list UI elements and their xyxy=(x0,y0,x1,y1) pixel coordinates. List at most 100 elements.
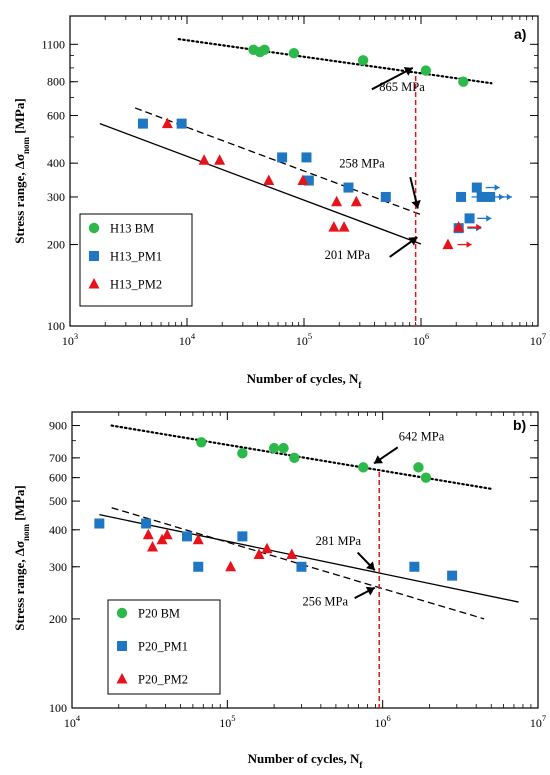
data-point xyxy=(357,55,369,66)
annotation-label: 865 MPa xyxy=(379,80,425,94)
annotation: 865 MPa xyxy=(371,67,425,94)
y-axis-title: Stress range, Δσnom [MPa] xyxy=(12,485,31,630)
y-tick-label: 100 xyxy=(47,319,65,333)
annotation-arrowhead xyxy=(366,561,375,571)
data-point xyxy=(303,175,314,186)
y-tick-label: 200 xyxy=(49,612,67,626)
annotation-arrowhead xyxy=(403,67,413,76)
annotation: 258 MPa xyxy=(339,157,421,209)
y-tick-label: 400 xyxy=(49,523,67,537)
data-point xyxy=(447,570,458,581)
data-point xyxy=(297,174,309,186)
data-point xyxy=(296,561,307,572)
data-point xyxy=(182,531,193,542)
y-tick-label: 900 xyxy=(49,419,67,433)
y-tick-label: 800 xyxy=(47,75,65,89)
y-axis: 100 200 300 400 500 600 700 900 xyxy=(49,419,538,715)
runout-arrowhead xyxy=(506,193,512,201)
legend-label: H13_PM2 xyxy=(110,278,162,292)
x-tick-label: 105 xyxy=(219,713,235,730)
data-point xyxy=(161,528,173,540)
data-point xyxy=(301,152,312,163)
x-tick-label: 107 xyxy=(530,331,546,348)
data-point xyxy=(141,518,152,529)
y-tick-label: 200 xyxy=(47,238,65,252)
legend-label: P20_PM2 xyxy=(138,673,188,687)
legend-marker xyxy=(88,222,100,234)
data-point xyxy=(192,533,204,545)
fit-line-p20-pm2 xyxy=(111,507,485,620)
y-tick-label: 700 xyxy=(49,451,67,465)
data-point xyxy=(261,542,273,554)
data-point xyxy=(413,462,424,473)
x-tick-label: 107 xyxy=(530,713,546,730)
data-point xyxy=(278,442,289,454)
annotation-label: 201 MPa xyxy=(325,248,371,262)
y-tick-label: 400 xyxy=(47,156,65,170)
data-point xyxy=(288,47,300,59)
annotation: 256 MPa xyxy=(303,586,376,608)
data-point xyxy=(338,221,350,232)
runout-arrowhead xyxy=(494,184,500,191)
data-point xyxy=(289,452,300,464)
x-tick-label: 106 xyxy=(375,713,391,730)
fit-line-p20-pm1 xyxy=(99,514,519,603)
data-point xyxy=(458,76,469,87)
data-point xyxy=(358,462,369,473)
data-point xyxy=(214,154,226,165)
data-point xyxy=(94,518,105,529)
runout-arrowhead xyxy=(486,215,492,222)
y-tick-label: 100 xyxy=(49,701,67,715)
annotation-arrowhead xyxy=(411,199,421,209)
legend-label: P20_PM1 xyxy=(138,640,188,654)
y-axis-title: Stress range, Δσnom [MPa] xyxy=(12,98,31,243)
data-point xyxy=(456,191,467,202)
x-tick-label: 106 xyxy=(413,331,429,348)
y-tick-label: 500 xyxy=(49,494,67,508)
series-p20-bm xyxy=(196,437,432,483)
data-point xyxy=(147,540,159,552)
data-point xyxy=(253,548,265,560)
annotation: 201 MPa xyxy=(325,236,418,262)
legend-marker xyxy=(89,251,99,261)
chart-panel-b: 104 105 106 107 100 200 300 400 500 600 700 900 642 … xyxy=(12,411,546,770)
fit-line-h13-pm2 xyxy=(99,123,422,245)
y-tick-label: 300 xyxy=(49,560,67,574)
annotation: 642 MPa xyxy=(373,430,445,465)
data-point xyxy=(268,442,280,454)
y-tick-label: 1100 xyxy=(41,37,65,51)
legend-marker xyxy=(117,641,127,651)
x-tick-label: 103 xyxy=(62,331,78,348)
y-axis: 100 200 300 400 600 800 1100 xyxy=(41,37,538,333)
y-tick-label: 600 xyxy=(49,471,67,485)
data-point xyxy=(259,44,270,55)
data-point xyxy=(485,191,496,202)
legend: H13 BM H13_PM1 H13_PM2 xyxy=(79,213,193,307)
legend: P20 BM P20_PM1 P20_PM2 xyxy=(107,599,221,695)
data-point xyxy=(471,182,482,193)
data-point xyxy=(161,117,173,129)
x-tick-label: 105 xyxy=(296,331,312,348)
annotation-label: 258 MPa xyxy=(339,157,385,171)
data-point xyxy=(237,448,248,459)
data-point xyxy=(196,437,207,448)
legend-marker xyxy=(88,278,100,289)
data-point xyxy=(277,152,288,163)
legend-label: H13_PM1 xyxy=(110,250,162,264)
annotation: 281 MPa xyxy=(316,534,376,571)
legend-label: H13 BM xyxy=(110,222,154,236)
annotation-label: 256 MPa xyxy=(303,594,349,608)
data-point xyxy=(263,174,275,186)
annotation-label: 642 MPa xyxy=(399,430,445,444)
annotation-arrowhead xyxy=(408,237,418,246)
panel-label: a) xyxy=(514,26,526,42)
series-p20-pm2 xyxy=(142,528,298,572)
data-point xyxy=(420,472,432,483)
data-point xyxy=(409,561,420,572)
legend-label: P20 BM xyxy=(138,607,180,621)
series-h13-pm1 xyxy=(137,118,512,234)
fit-line-h13-bm xyxy=(177,38,493,85)
x-axis: 103 104 105 106 107 xyxy=(62,16,546,348)
data-point xyxy=(420,65,432,76)
